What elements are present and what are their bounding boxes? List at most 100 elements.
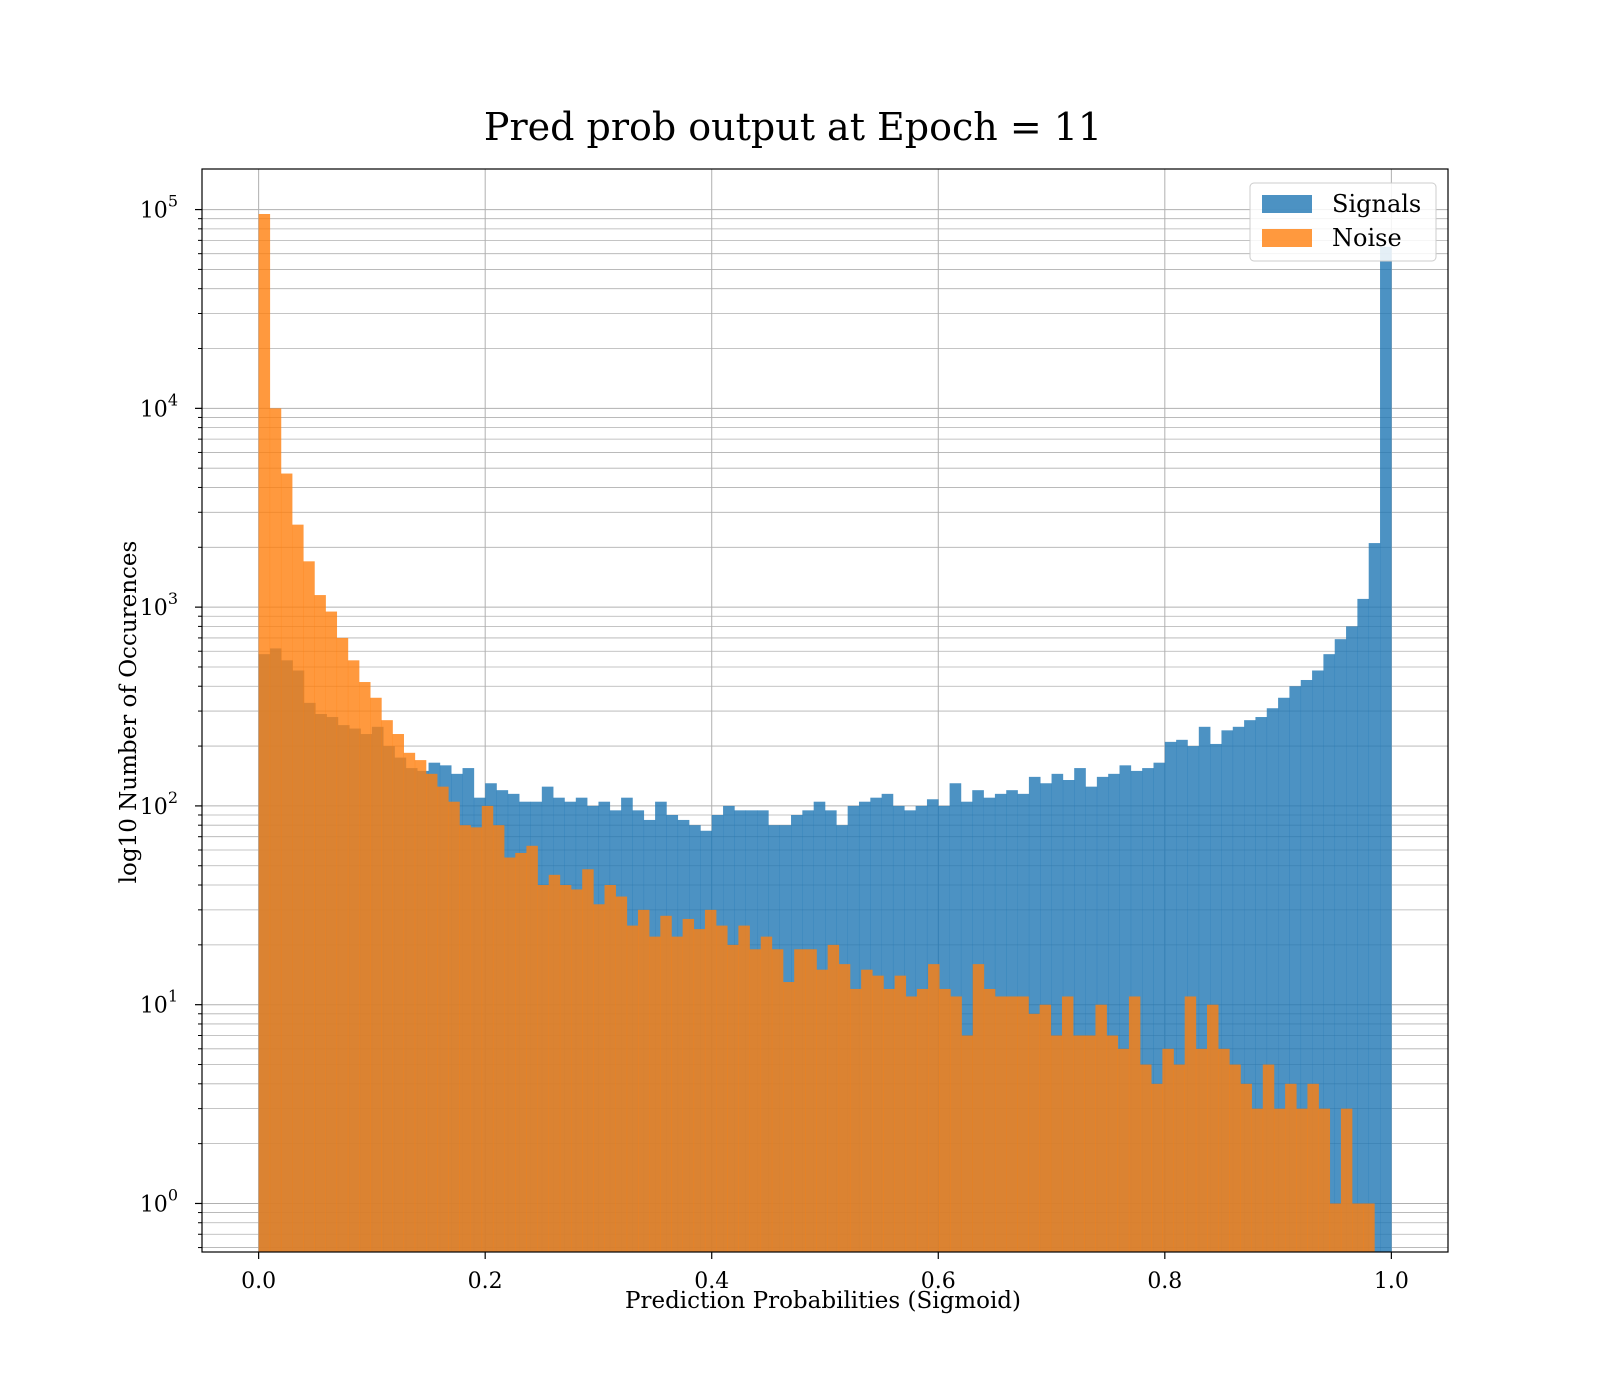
histogram-bar-noise [1162,1048,1174,1252]
histogram-bar-noise [314,595,326,1252]
x-tick-label: 0.6 [921,1269,956,1294]
histogram-bar-noise [1173,1064,1185,1252]
x-tick-label: 0.0 [241,1269,276,1294]
histogram-bar-signals [1346,626,1358,1252]
legend: Signals Noise [1249,182,1437,262]
histogram-bar-noise [1273,1108,1286,1252]
histogram-bar-noise [1285,1083,1297,1252]
histogram-bar-signals [1312,670,1324,1252]
histogram-bar-noise [1229,1064,1241,1252]
histogram-bar-noise [1006,996,1018,1252]
histogram-bar-noise [1184,996,1197,1252]
histogram-bar-noise [1262,1064,1275,1252]
histogram-bar-noise [515,852,527,1252]
histogram-bar-signals [1153,762,1166,1252]
chart-title: Pred prob output at Epoch = 11 [484,105,1102,149]
histogram-bar-signals [1108,773,1120,1252]
histogram-bar-signals [1085,786,1098,1252]
histogram-bar-signals [1119,765,1132,1252]
histogram-bar-noise [258,214,271,1253]
y-tick-label: 104 [140,390,178,422]
histogram-bar-noise [582,869,594,1252]
histogram-bar-noise [425,773,438,1252]
histogram-bar-noise [1340,1108,1353,1252]
histogram-bar-noise [838,964,851,1252]
histogram-bar-noise [872,975,884,1252]
histogram-bar-noise [381,720,393,1252]
histogram-bar-noise [1363,1203,1375,1252]
histogram-bar-signals [1278,697,1290,1252]
histogram-bar-noise [861,969,873,1252]
x-tick-label: 0.2 [468,1269,503,1294]
histogram-bar-noise [693,929,706,1252]
histogram-bar-noise [849,988,862,1252]
histogram-bar-noise [1352,1203,1364,1252]
histogram-bar-noise [1017,996,1029,1252]
histogram-bar-noise [481,805,494,1252]
histogram-bar-noise [280,473,293,1252]
histogram-bar-noise [559,885,572,1252]
histogram-bar-noise [649,936,661,1252]
histogram-bar-noise [537,885,550,1252]
histogram-bar-noise [738,925,750,1252]
histogram-bar-noise [571,889,583,1252]
histogram-bar-noise [1151,1083,1163,1252]
y-tick-label: 102 [140,788,178,820]
histogram-bar-noise [883,988,895,1252]
histogram-bar-signals [1289,686,1302,1252]
histogram-bar-noise [392,734,404,1252]
histogram-bar-noise [448,801,460,1252]
histogram-bar-noise [1207,1004,1219,1252]
histogram-bar-noise [1073,1035,1085,1252]
histogram-bar-noise [1050,1035,1063,1252]
plot-area-frame [201,168,1449,1253]
histogram-bar-signals [1244,720,1256,1252]
histogram-bar-noise [894,975,907,1252]
histogram-bar-noise [1140,1064,1152,1252]
histogram-bar-signals [1142,768,1154,1252]
histogram-bar-noise [1307,1083,1319,1252]
histogram-bar-noise [403,752,416,1252]
histogram-bar-noise [1128,996,1141,1252]
histogram-bar-noise [1218,1048,1230,1252]
histogram-bar-signals [1323,654,1336,1252]
y-tick-label: 105 [140,192,178,224]
histogram-bar-noise [1251,1108,1264,1252]
histogram-bar-signals [1210,743,1222,1252]
histogram-bar-noise [370,697,382,1252]
histogram-bar-noise [1117,1048,1130,1252]
histogram-bar-noise [1106,1035,1119,1252]
histogram-bar-noise [626,925,639,1252]
histogram-bar-signals [1176,739,1188,1252]
histogram-bar-signals [1255,717,1268,1252]
histogram-bar-noise [615,896,628,1252]
histogram-bar-noise [816,969,828,1252]
histogram-bar-noise [303,561,315,1252]
histogram-bar-noise [269,408,282,1252]
histogram-bar-noise [1296,1108,1308,1252]
y-tick-label: 100 [140,1185,178,1217]
histogram-bar-noise [749,949,762,1252]
histogram-bar-noise [827,944,840,1252]
histogram-bar-signals [1221,730,1234,1252]
x-axis-label: Prediction Probabilities (Sigmoid) [625,1288,1021,1314]
histogram-bar-signals [1198,726,1211,1252]
histogram-bar-signals [1164,741,1177,1252]
histogram-bar-noise [671,936,683,1252]
legend-swatch-noise [1262,229,1312,247]
x-tick-label: 0.4 [694,1269,729,1294]
noise-series [258,214,1375,1253]
histogram-bar-noise [928,964,940,1252]
histogram-bar-noise [950,996,962,1252]
histogram-bar-noise [336,637,349,1252]
histogram-bar-noise [1039,1004,1052,1252]
histogram-bar-noise [783,982,795,1252]
legend-swatch-signals [1262,195,1312,213]
histogram-bar-noise [548,874,561,1252]
histogram-bar-noise [794,949,806,1252]
histogram-bar-noise [414,760,427,1252]
histogram-bar-signals [1074,768,1086,1252]
histogram-bar-noise [325,611,338,1252]
legend-label-noise: Noise [1332,224,1402,252]
x-tick-label: 0.8 [1147,1269,1182,1294]
